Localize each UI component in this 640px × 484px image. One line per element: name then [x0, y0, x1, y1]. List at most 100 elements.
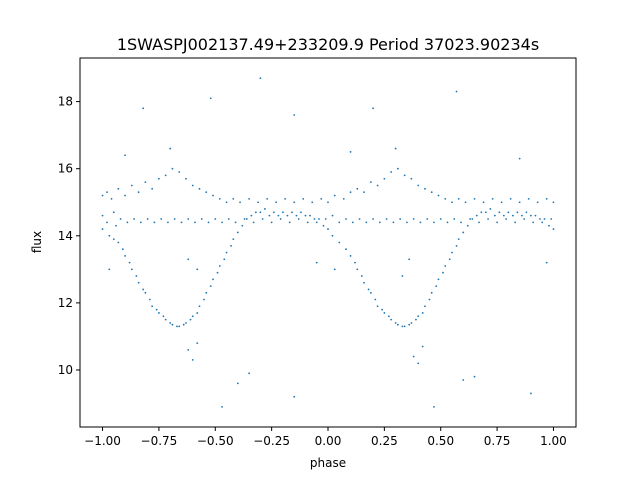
data-point: [185, 177, 187, 180]
data-point: [302, 197, 305, 200]
data-point: [225, 201, 228, 204]
data-point: [252, 221, 255, 224]
data-point: [137, 281, 140, 284]
data-point: [439, 218, 442, 220]
data-point: [282, 211, 284, 214]
data-point: [173, 218, 176, 220]
data-point: [484, 211, 487, 214]
data-point: [421, 345, 424, 348]
data-point: [530, 214, 532, 217]
data-point: [169, 322, 172, 324]
data-point: [198, 187, 201, 190]
data-point: [511, 214, 514, 217]
data-point: [162, 315, 165, 318]
data-point: [496, 221, 498, 224]
data-point: [433, 221, 435, 224]
data-point: [430, 191, 433, 194]
data-point: [153, 221, 156, 224]
data-point: [462, 379, 465, 381]
y-axis-ticks: 10 12 14 16 18: [58, 95, 80, 377]
data-point: [392, 221, 395, 224]
data-point: [101, 214, 104, 217]
data-point: [212, 278, 214, 281]
data-point: [205, 191, 208, 194]
data-point: [539, 218, 541, 220]
data-point: [315, 221, 318, 224]
data-point: [315, 261, 318, 264]
data-point: [505, 218, 508, 220]
data-point: [489, 208, 492, 210]
data-point: [171, 167, 174, 170]
data-point: [130, 268, 133, 271]
data-point: [223, 258, 226, 261]
data-point: [415, 318, 417, 321]
data-point: [230, 244, 232, 247]
data-point: [293, 114, 296, 116]
data-point: [324, 218, 327, 220]
x-tick-label: −0.50: [197, 434, 234, 448]
data-point: [455, 244, 458, 247]
data-point: [351, 221, 354, 224]
data-point: [532, 221, 535, 224]
data-point: [469, 218, 471, 220]
data-point: [331, 214, 334, 217]
data-point: [115, 224, 117, 227]
data-point: [275, 201, 278, 204]
data-point: [322, 224, 325, 227]
data-point: [548, 224, 550, 227]
data-point: [288, 221, 291, 224]
data-point: [421, 312, 424, 314]
data-point: [124, 154, 126, 157]
data-point: [410, 322, 413, 324]
data-point: [218, 265, 221, 267]
data-point: [376, 184, 379, 187]
data-point: [390, 171, 393, 173]
data-point: [534, 214, 537, 217]
data-points: [101, 77, 555, 408]
data-point: [108, 234, 111, 237]
data-point: [106, 221, 108, 224]
data-point: [396, 323, 399, 326]
data-point: [112, 211, 115, 214]
data-point: [457, 197, 460, 200]
data-point: [401, 325, 404, 328]
data-point: [198, 305, 201, 308]
data-point: [433, 405, 435, 408]
data-point: [541, 221, 544, 224]
data-point: [234, 221, 237, 224]
data-point: [187, 258, 190, 261]
data-point: [167, 221, 169, 224]
data-point: [354, 261, 356, 264]
data-point: [518, 201, 521, 204]
data-point: [250, 214, 253, 217]
data-point: [318, 218, 320, 220]
x-tick-label: 0.25: [371, 434, 398, 448]
data-point: [270, 221, 273, 224]
data-point: [169, 147, 172, 150]
data-point: [338, 221, 341, 224]
data-point: [191, 315, 194, 318]
data-point: [117, 241, 120, 244]
data-point: [345, 218, 347, 220]
data-point: [146, 218, 149, 220]
data-point: [214, 218, 217, 220]
x-tick-label: −0.75: [141, 434, 178, 448]
data-point: [369, 181, 372, 184]
data-point: [349, 255, 352, 257]
data-point: [257, 201, 260, 204]
data-point: [417, 315, 420, 318]
data-point: [216, 271, 219, 274]
data-point: [306, 221, 309, 224]
data-point: [387, 315, 390, 318]
data-point: [426, 218, 429, 220]
data-point: [424, 305, 426, 308]
data-point: [363, 281, 365, 284]
data-point: [239, 201, 241, 204]
data-point: [158, 177, 160, 180]
data-point: [185, 322, 187, 324]
data-point: [119, 218, 122, 220]
data-point: [243, 218, 246, 220]
data-point: [500, 201, 503, 204]
data-point: [191, 184, 194, 187]
